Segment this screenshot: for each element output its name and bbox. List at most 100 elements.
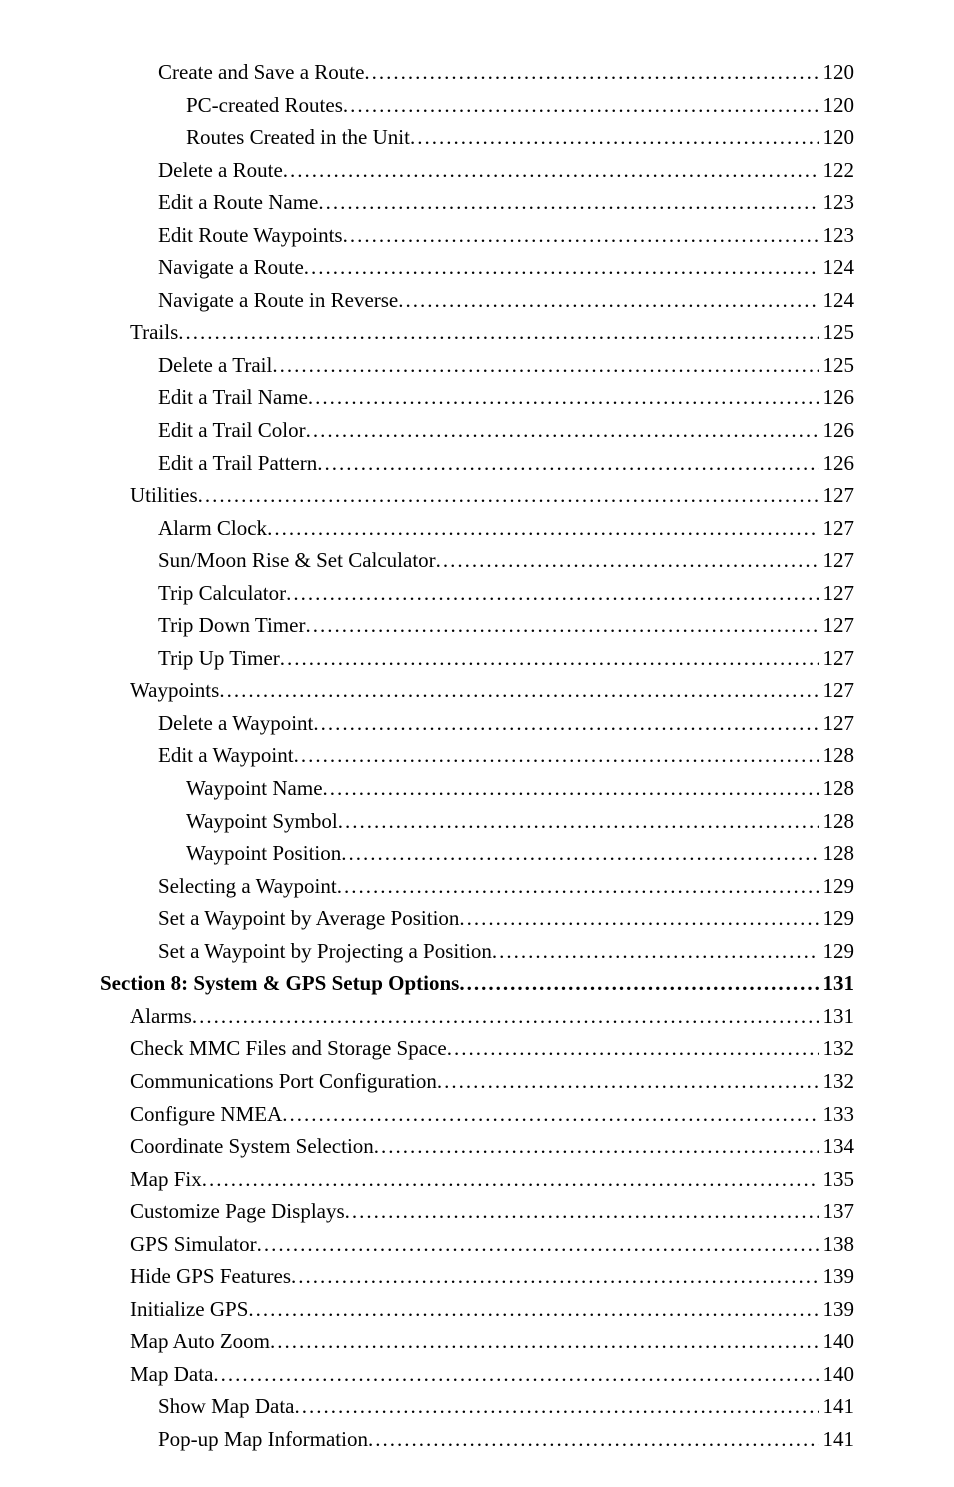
toc-entry-page: 132: [819, 1065, 855, 1098]
toc-entry-page: 129: [819, 870, 855, 903]
toc-entry-page: 120: [819, 56, 855, 89]
toc-entry-label: Waypoint Name: [186, 772, 323, 805]
toc-entry-page: 137: [819, 1195, 855, 1228]
toc-leader-dots: [178, 316, 818, 349]
toc-entry-page: 120: [819, 121, 855, 154]
toc-entry: Configure NMEA133: [100, 1098, 854, 1131]
toc-leader-dots: [291, 1260, 819, 1293]
toc-leader-dots: [345, 1195, 819, 1228]
toc-leader-dots: [368, 1423, 819, 1456]
toc-entry-page: 127: [819, 479, 855, 512]
toc-entry: Selecting a Waypoint 129: [100, 870, 854, 903]
toc-entry: Alarms131: [100, 1000, 854, 1033]
toc-entry: Customize Page Displays 137: [100, 1195, 854, 1228]
toc-leader-dots: [398, 284, 818, 317]
toc-entry: Set a Waypoint by Projecting a Position 1…: [100, 935, 854, 968]
toc-leader-dots: [343, 219, 819, 252]
toc-entry-page: 128: [819, 739, 855, 772]
toc-entry-label: Navigate a Route: [158, 251, 304, 284]
toc-leader-dots: [286, 577, 818, 610]
toc-entry-page: 141: [819, 1390, 855, 1423]
toc-entry-label: Edit a Trail Name: [158, 381, 308, 414]
toc-entry-label: Section 8: System & GPS Setup Options: [100, 967, 459, 1000]
toc-entry-page: 127: [819, 609, 855, 642]
toc-entry-page: 140: [819, 1358, 855, 1391]
toc-entry-page: 128: [819, 772, 855, 805]
toc-leader-dots: [459, 967, 818, 1000]
toc-entry: Map Auto Zoom 140: [100, 1325, 854, 1358]
toc-entry: Alarm Clock 127: [100, 512, 854, 545]
toc-entry-label: Customize Page Displays: [130, 1195, 345, 1228]
toc-entry: Hide GPS Features139: [100, 1260, 854, 1293]
toc-leader-dots: [304, 251, 819, 284]
toc-entry-page: 131: [819, 967, 855, 1000]
toc-entry: Utilities 127: [100, 479, 854, 512]
toc-entry: Create and Save a Route 120: [100, 56, 854, 89]
toc-leader-dots: [318, 186, 818, 219]
toc-entry: Map Data 140: [100, 1358, 854, 1391]
toc-entry-label: Utilities: [130, 479, 198, 512]
toc-entry: GPS Simulator138: [100, 1228, 854, 1261]
toc-entry: Sun/Moon Rise & Set Calculator 127: [100, 544, 854, 577]
toc-entry: Trip Calculator127: [100, 577, 854, 610]
toc-entry: Section 8: System & GPS Setup Options 131: [100, 967, 854, 1000]
toc-entry-label: Set a Waypoint by Average Position: [158, 902, 459, 935]
toc-leader-dots: [294, 739, 819, 772]
toc-entry-page: 128: [819, 837, 855, 870]
toc-leader-dots: [282, 1098, 818, 1131]
toc-entry-page: 139: [819, 1293, 855, 1326]
toc-entry-label: Edit a Trail Color: [158, 414, 306, 447]
toc-entry-page: 127: [819, 512, 855, 545]
toc-entry: Delete a Trail125: [100, 349, 854, 382]
toc-entry-page: 127: [819, 577, 855, 610]
toc-entry-label: Trails: [130, 316, 178, 349]
toc-entry-label: Alarm Clock: [158, 512, 267, 545]
toc-leader-dots: [272, 349, 818, 382]
toc-entry-label: Initialize GPS: [130, 1293, 248, 1326]
toc-entry-page: 140: [819, 1325, 855, 1358]
toc-entry-label: Set a Waypoint by Projecting a Position: [158, 935, 492, 968]
toc-leader-dots: [374, 1130, 819, 1163]
toc-entry-label: PC-created Routes: [186, 89, 343, 122]
toc-entry-page: 126: [819, 381, 855, 414]
toc-leader-dots: [306, 414, 819, 447]
toc-entry: Set a Waypoint by Average Position 129: [100, 902, 854, 935]
toc-entry-page: 129: [819, 935, 855, 968]
toc-leader-dots: [410, 121, 819, 154]
toc-entry: Trip Up Timer127: [100, 642, 854, 675]
toc-entry-label: Delete a Trail: [158, 349, 272, 382]
toc-entry: Check MMC Files and Storage Space132: [100, 1032, 854, 1065]
toc-entry-page: 129: [819, 902, 855, 935]
toc-entry: Delete a Waypoint127: [100, 707, 854, 740]
toc-entry-label: Selecting a Waypoint: [158, 870, 337, 903]
toc-entry-page: 120: [819, 89, 855, 122]
toc-entry-label: Waypoint Symbol: [186, 805, 338, 838]
toc-entry: Waypoints127: [100, 674, 854, 707]
toc-entry-label: Delete a Waypoint: [158, 707, 313, 740]
toc-entry: Communications Port Configuration132: [100, 1065, 854, 1098]
toc-leader-dots: [213, 1358, 818, 1391]
table-of-contents: Create and Save a Route 120 PC-created Rou…: [100, 56, 854, 1456]
toc-entry-label: Create and Save a Route: [158, 56, 364, 89]
toc-entry-page: 128: [819, 805, 855, 838]
toc-entry-label: Map Data: [130, 1358, 213, 1391]
toc-leader-dots: [436, 544, 819, 577]
toc-leader-dots: [270, 1325, 819, 1358]
toc-entry-page: 131: [819, 1000, 855, 1033]
toc-entry-label: Delete a Route: [158, 154, 283, 187]
toc-entry: Edit Route Waypoints123: [100, 219, 854, 252]
toc-entry: Show Map Data141: [100, 1390, 854, 1423]
toc-leader-dots: [248, 1293, 818, 1326]
toc-leader-dots: [313, 707, 818, 740]
toc-entry-page: 124: [819, 284, 855, 317]
toc-entry-label: Trip Down Timer: [158, 609, 305, 642]
toc-entry-label: Map Auto Zoom: [130, 1325, 270, 1358]
toc-entry-label: Waypoint Position: [186, 837, 341, 870]
toc-leader-dots: [294, 1390, 818, 1423]
toc-leader-dots: [267, 512, 818, 545]
toc-leader-dots: [459, 902, 818, 935]
toc-entry-label: Edit a Route Name: [158, 186, 318, 219]
toc-entry-page: 127: [819, 544, 855, 577]
toc-entry-label: Coordinate System Selection: [130, 1130, 374, 1163]
toc-entry-label: Sun/Moon Rise & Set Calculator: [158, 544, 436, 577]
